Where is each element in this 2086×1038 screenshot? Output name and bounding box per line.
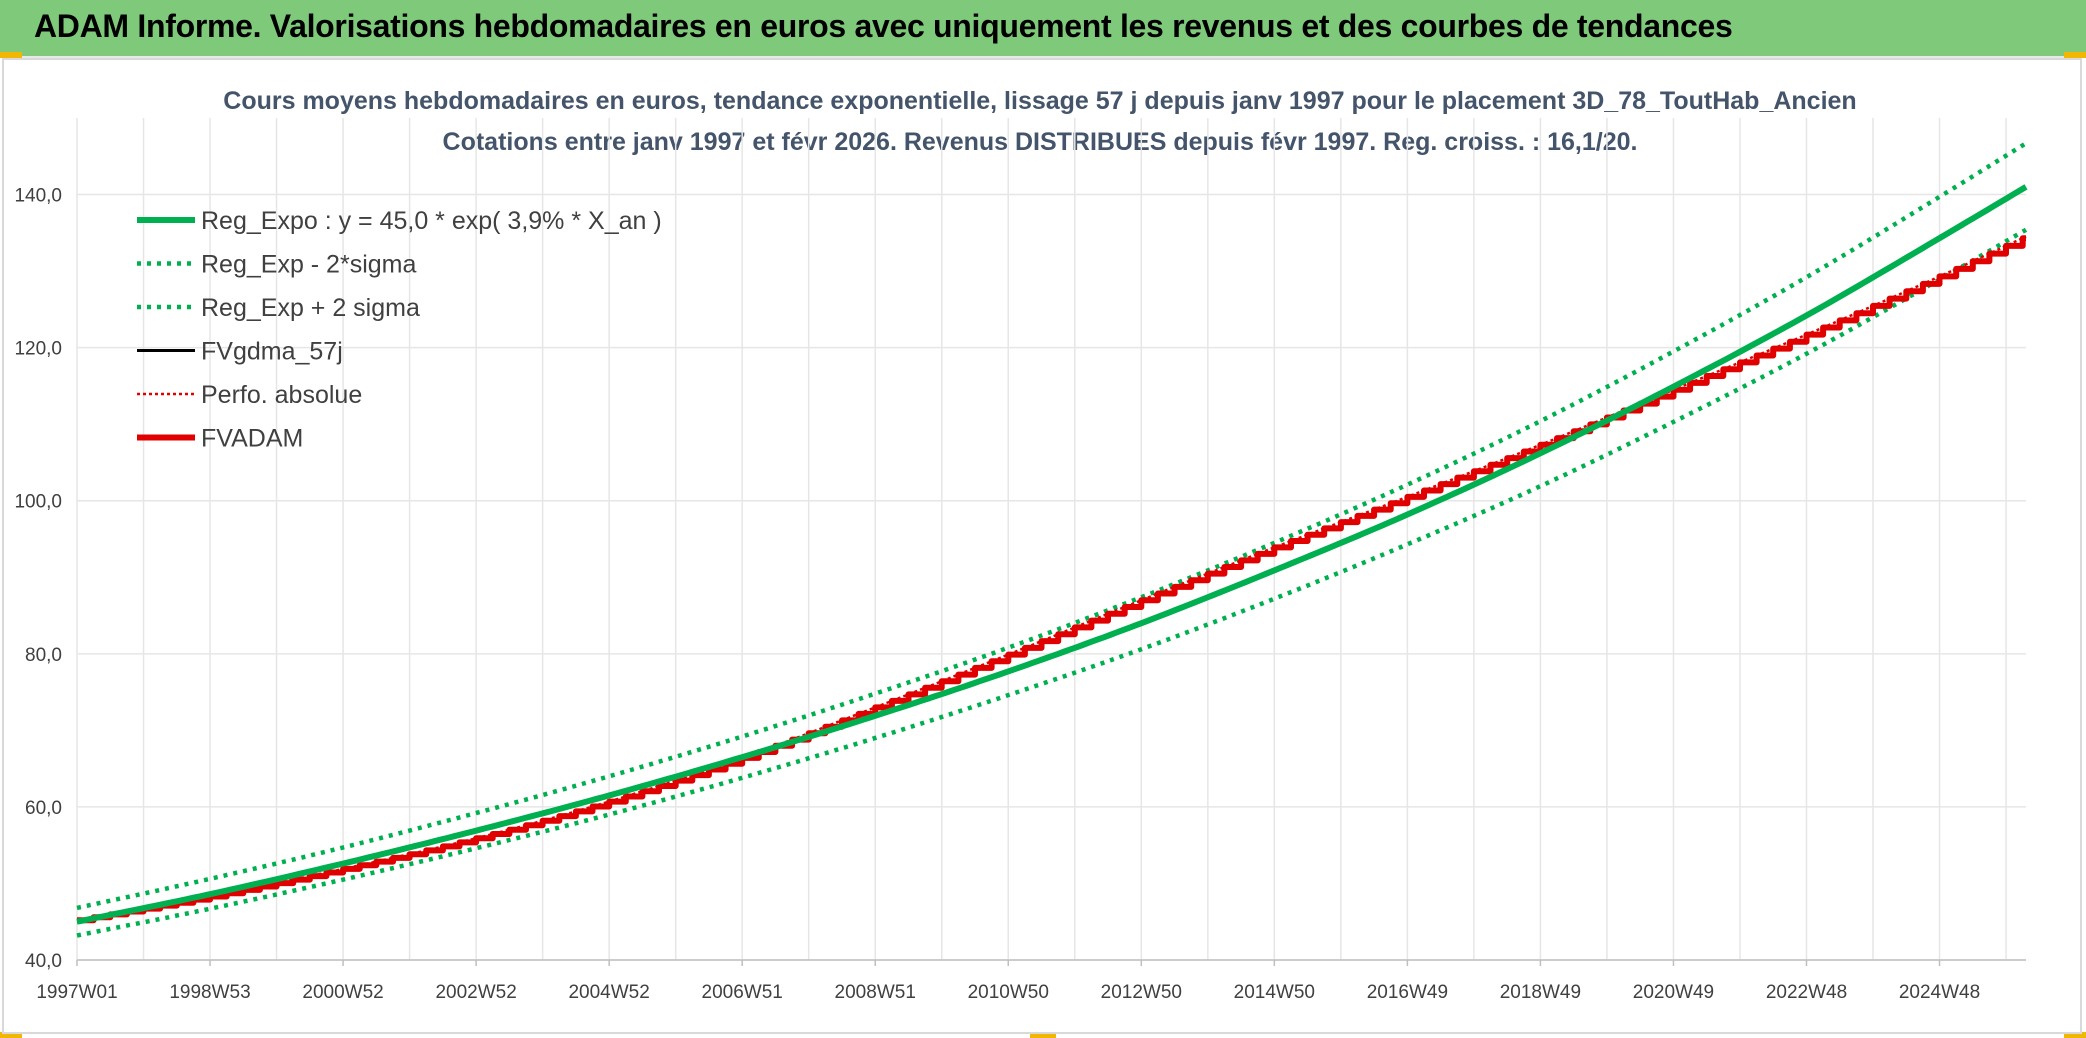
x-tick-label: 2016W49: [1367, 982, 1448, 1003]
y-tick-label: 80,0: [25, 645, 62, 666]
grid-layer: [76, 118, 2026, 961]
legend-entry: Perfo. absolue: [201, 381, 362, 409]
series-line-fvadam: [77, 235, 2026, 924]
series-line-reg-exp-2-sigma: [76, 141, 2028, 911]
legend-entry: Reg_Expo : y = 45,0 * exp( 3,9% * X_an ): [201, 207, 662, 235]
x-tick-label: 2022W48: [1766, 982, 1847, 1003]
x-tick-label: 2004W52: [568, 982, 649, 1003]
banner: ADAM Informe. Valorisations hebdomadaire…: [0, 0, 2086, 58]
corner-mark-top-left: [0, 52, 22, 58]
x-tick-label: 2024W48: [1899, 982, 1980, 1003]
x-tick-label: 1997W01: [36, 982, 117, 1003]
y-tick-label: 40,0: [25, 951, 62, 972]
x-tick-label: 2018W49: [1500, 982, 1581, 1003]
chart-frame: [2, 58, 2082, 1034]
legend-entry: Reg_Exp + 2 sigma: [201, 294, 420, 322]
chart-title-line1: Cours moyens hebdomadaires en euros, ten…: [223, 87, 1856, 115]
legend-entry: FVADAM: [201, 425, 303, 453]
y-tick-label: 60,0: [25, 798, 62, 819]
x-tick-label: 2006W51: [702, 982, 783, 1003]
x-tick-label: 2012W50: [1101, 982, 1182, 1003]
x-tick-label: 2000W52: [302, 982, 383, 1003]
x-tick-label: 2020W49: [1633, 982, 1714, 1003]
series-line-reg-expo-y-45-0-exp-3-9-x-an: [76, 184, 2028, 925]
x-tick-label: 2008W51: [835, 982, 916, 1003]
x-tick-label: 1998W53: [169, 982, 250, 1003]
banner-title: ADAM Informe. Valorisations hebdomadaire…: [34, 8, 1733, 44]
axis-layer: 40,0 60,0 80,0 100,0 120,0 140,0 1997W01 1998W5…: [14, 186, 2026, 1003]
series-line-reg-exp-2-sigma: [76, 227, 2028, 938]
corner-mark-bottom-left: [0, 1032, 22, 1038]
y-tick-label: 140,0: [14, 186, 62, 207]
series-line-fvgdma-57j: [77, 236, 2026, 922]
y-tick-label: 120,0: [14, 339, 62, 360]
series-line-perfo-absolue: [76, 235, 2027, 922]
x-tick-label: 2010W50: [968, 982, 1049, 1003]
x-tick-label: 2002W52: [435, 982, 516, 1003]
legend: Reg_Expo : y = 45,0 * exp( 3,9% * X_an )…: [137, 207, 662, 453]
legend-entry: Reg_Exp - 2*sigma: [201, 251, 416, 279]
chart-title-line2: Cotations entre janv 1997 et févr 2026. …: [443, 128, 1638, 156]
legend-entry: FVgdma_57j: [201, 338, 343, 366]
corner-mark-bottom-middle: [1030, 1032, 1056, 1038]
series-layer: [76, 141, 2028, 938]
x-tick-label: 2014W50: [1234, 982, 1315, 1003]
y-tick-label: 100,0: [14, 492, 62, 513]
corner-mark-bottom-right: [2064, 1032, 2086, 1038]
corner-mark-top-right: [2064, 52, 2086, 58]
